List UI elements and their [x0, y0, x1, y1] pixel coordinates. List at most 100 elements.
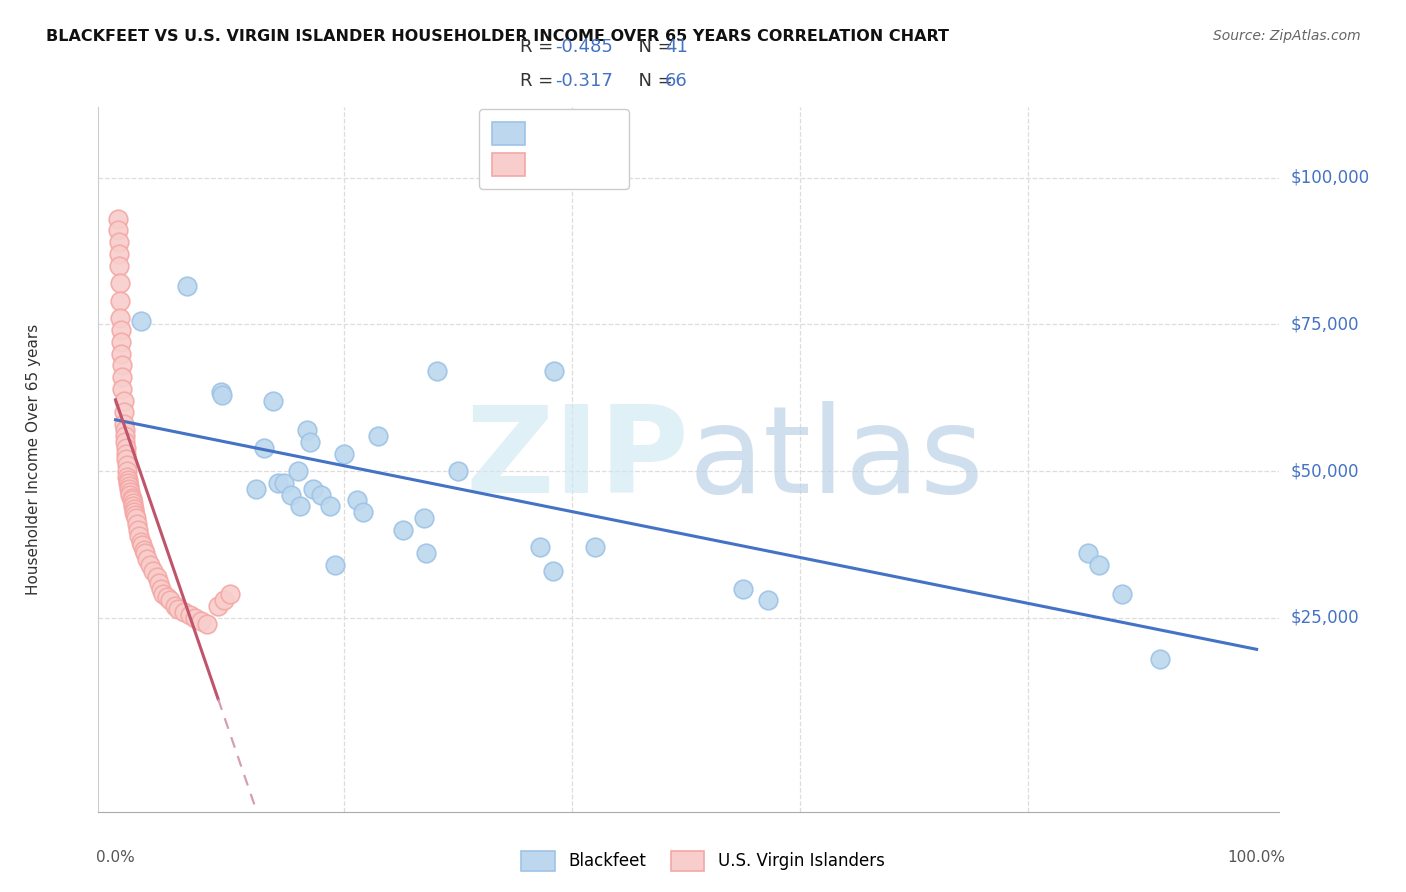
Point	[156, 591, 179, 605]
Point	[114, 441, 136, 455]
Point	[111, 382, 134, 396]
Point	[127, 523, 149, 537]
Point	[120, 487, 142, 501]
Point	[262, 393, 284, 408]
Point	[117, 473, 139, 487]
Point	[142, 564, 165, 578]
Text: atlas: atlas	[689, 401, 984, 518]
Point	[112, 417, 135, 431]
Text: N =: N =	[627, 71, 679, 90]
Point	[107, 223, 129, 237]
Text: 66: 66	[665, 71, 688, 90]
Point	[266, 475, 288, 490]
Text: ZIP: ZIP	[465, 401, 689, 518]
Point	[139, 558, 162, 573]
Point	[114, 452, 136, 467]
Point	[184, 611, 207, 625]
Point	[117, 475, 139, 490]
Point	[543, 364, 565, 378]
Point	[273, 475, 295, 490]
Point	[131, 537, 153, 551]
Point	[302, 482, 325, 496]
Point	[121, 491, 143, 505]
Point	[115, 470, 138, 484]
Point	[367, 429, 389, 443]
Point	[290, 500, 312, 514]
Point	[108, 247, 131, 261]
Point	[114, 434, 136, 449]
Point	[108, 235, 131, 249]
Text: Source: ZipAtlas.com: Source: ZipAtlas.com	[1213, 29, 1361, 43]
Legend: Blackfeet, U.S. Virgin Islanders: Blackfeet, U.S. Virgin Islanders	[513, 842, 893, 880]
Point	[152, 587, 174, 601]
Point	[346, 493, 368, 508]
Legend:               ,               : ,	[479, 109, 628, 189]
Point	[173, 605, 195, 619]
Point	[125, 511, 148, 525]
Text: R =: R =	[520, 71, 560, 90]
Point	[756, 593, 779, 607]
Point	[280, 487, 302, 501]
Point	[120, 484, 142, 499]
Text: Householder Income Over 65 years: Householder Income Over 65 years	[25, 324, 41, 595]
Point	[159, 593, 181, 607]
Text: $100,000: $100,000	[1291, 169, 1369, 186]
Point	[352, 505, 374, 519]
Point	[148, 575, 170, 590]
Point	[145, 570, 167, 584]
Point	[108, 276, 131, 290]
Point	[114, 429, 136, 443]
Point	[209, 384, 232, 399]
Point	[110, 346, 132, 360]
Point	[107, 211, 129, 226]
Point	[136, 552, 159, 566]
Text: $50,000: $50,000	[1291, 462, 1360, 480]
Point	[245, 482, 267, 496]
Point	[412, 511, 434, 525]
Point	[111, 359, 134, 373]
Text: R =: R =	[520, 37, 560, 56]
Point	[207, 599, 229, 614]
Point	[112, 393, 135, 408]
Point	[583, 541, 606, 555]
Point	[110, 334, 132, 349]
Point	[108, 311, 131, 326]
Point	[1111, 587, 1133, 601]
Text: N =: N =	[627, 37, 679, 56]
Point	[176, 279, 198, 293]
Point	[415, 546, 437, 560]
Point	[1088, 558, 1111, 573]
Point	[297, 423, 319, 437]
Text: -0.485: -0.485	[555, 37, 613, 56]
Point	[392, 523, 415, 537]
Point	[319, 500, 342, 514]
Point	[163, 599, 186, 614]
Point	[212, 593, 235, 607]
Point	[118, 482, 141, 496]
Point	[134, 546, 156, 560]
Text: BLACKFEET VS U.S. VIRGIN ISLANDER HOUSEHOLDER INCOME OVER 65 YEARS CORRELATION C: BLACKFEET VS U.S. VIRGIN ISLANDER HOUSEH…	[46, 29, 949, 44]
Point	[128, 529, 150, 543]
Text: -0.317: -0.317	[555, 71, 613, 90]
Point	[124, 508, 146, 523]
Text: $75,000: $75,000	[1291, 315, 1360, 334]
Point	[287, 464, 309, 478]
Point	[132, 543, 155, 558]
Point	[115, 458, 138, 473]
Point	[1149, 652, 1171, 666]
Point	[129, 534, 152, 549]
Point	[108, 293, 131, 308]
Point	[150, 582, 173, 596]
Point	[179, 607, 201, 622]
Point	[115, 464, 138, 478]
Point	[218, 587, 240, 601]
Point	[190, 614, 212, 628]
Point	[298, 434, 321, 449]
Point	[211, 388, 233, 402]
Point	[122, 502, 145, 516]
Point	[195, 616, 218, 631]
Point	[127, 516, 149, 531]
Point	[112, 405, 135, 419]
Point	[121, 496, 143, 510]
Point	[111, 370, 134, 384]
